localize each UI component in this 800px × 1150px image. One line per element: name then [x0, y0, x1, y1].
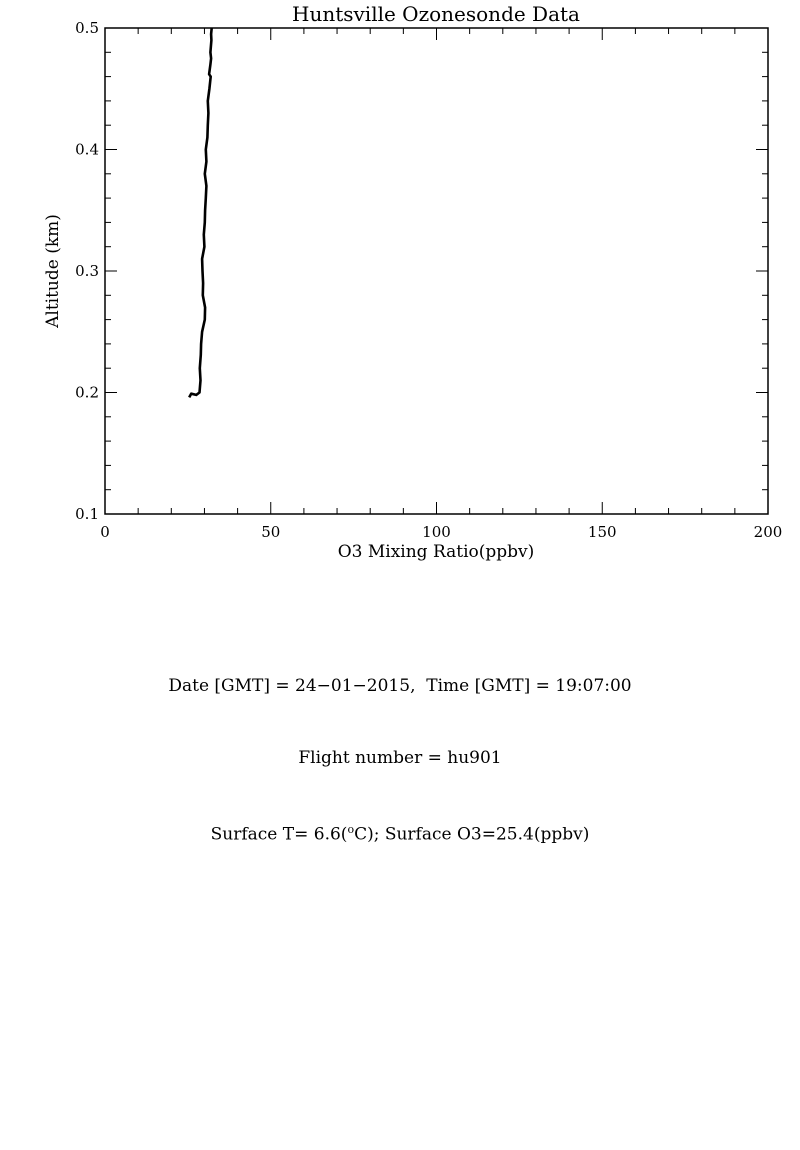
- ozone-profile-line: [188, 27, 213, 399]
- x-tick-label: 100: [422, 523, 451, 541]
- x-tick-label: 50: [261, 523, 280, 541]
- axis-ticks: [104, 27, 769, 515]
- date-time-line: Date [GMT] = 24−01−2015, Time [GMT] = 19…: [168, 676, 632, 696]
- y-tick-label: 0.3: [75, 262, 99, 280]
- chart-title: Huntsville Ozonesonde Data: [292, 2, 580, 26]
- y-tick-label: 0.5: [75, 19, 99, 37]
- ozone-profile-chart: Huntsville Ozonesonde Data 0 50 100 150 2000…: [43, 2, 782, 562]
- degree-symbol: o: [347, 823, 355, 836]
- y-tick-label: 0.2: [75, 384, 99, 402]
- flight-info: Date [GMT] = 24−01−2015, Time [GMT] = 19…: [0, 626, 800, 871]
- y-tick-label: 0.4: [75, 141, 99, 159]
- surface-o3-text: C); Surface O3=25.4(ppbv): [354, 824, 590, 845]
- y-tick-label: 0.1: [75, 505, 99, 523]
- surface-values-line: Surface T= 6.6(oC); Surface O3=25.4(ppbv…: [0, 818, 800, 847]
- flight-number-line: Flight number = hu901: [298, 748, 502, 768]
- y-axis-label: Altitude (km): [43, 214, 63, 329]
- plot-frame: [104, 27, 769, 515]
- surface-temp-text: Surface T= 6.6(: [210, 824, 348, 845]
- x-tick-label: 0: [100, 523, 110, 541]
- axis-tick-labels: 0 50 100 150 200 0.1 0.2 0.3 0.4 0.5: [75, 19, 782, 541]
- x-tick-label: 200: [754, 523, 783, 541]
- x-axis-label: O3 Mixing Ratio(ppbv): [338, 542, 535, 562]
- x-tick-label: 150: [588, 523, 617, 541]
